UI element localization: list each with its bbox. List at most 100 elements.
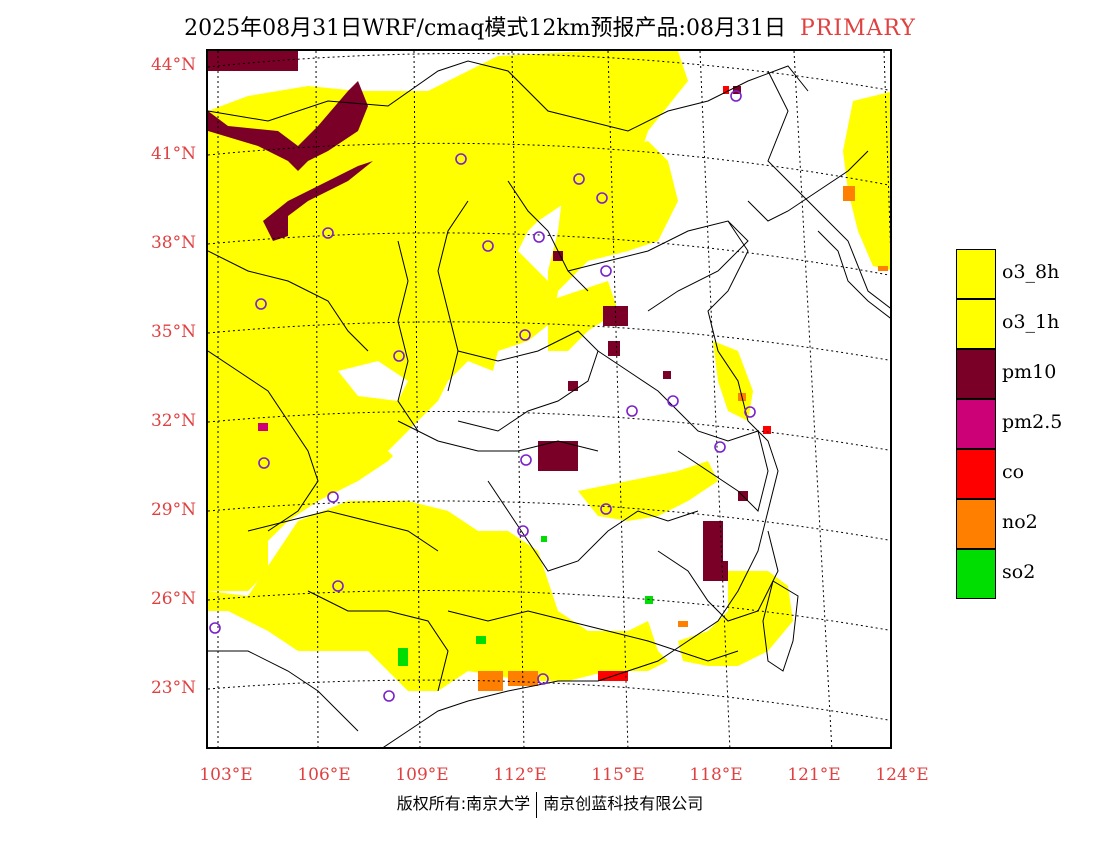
lon-label-124: 124°E xyxy=(875,765,929,785)
site-marker xyxy=(596,192,608,204)
so2-patch-hunan xyxy=(541,536,547,542)
co-patch-liaoning xyxy=(723,86,729,94)
parallel-44 xyxy=(208,53,890,91)
clear-region-sichuan xyxy=(388,381,538,471)
legend-item-pm10: pm10 xyxy=(956,349,1076,399)
no2-patch-pearl-river-1 xyxy=(478,671,503,691)
o3-region-shandong-west xyxy=(548,281,618,351)
border-hebei xyxy=(507,180,589,292)
parallel-29 xyxy=(208,500,890,541)
legend-label: o3_8h xyxy=(1002,261,1060,283)
pm10-patch-hebei xyxy=(553,251,563,261)
map-frame xyxy=(206,49,892,749)
province-borders xyxy=(208,60,890,747)
site-marker xyxy=(714,441,726,453)
border-guangdong xyxy=(447,610,739,662)
site-marker xyxy=(517,525,529,537)
parallel-38 xyxy=(208,232,890,276)
legend-swatch xyxy=(956,449,996,499)
site-marker xyxy=(455,153,467,165)
legend-label: o3_1h xyxy=(1002,311,1060,333)
border-fujian xyxy=(657,530,779,622)
site-marker xyxy=(667,395,679,407)
border-guangxi xyxy=(307,590,449,692)
lat-label-38: 38°N xyxy=(150,233,196,253)
border-shanxi xyxy=(437,200,469,392)
lat-label-41: 41°N xyxy=(150,144,196,164)
site-marker xyxy=(393,350,405,362)
legend-swatch xyxy=(956,549,996,599)
legend: o3_8h o3_1h pm10 pm2.5 co no2 so2 xyxy=(956,249,1076,599)
parallel-26 xyxy=(208,590,890,631)
parallel-41 xyxy=(208,142,890,186)
legend-swatch xyxy=(956,249,996,299)
border-taiwan xyxy=(762,580,799,672)
pm25-layer xyxy=(258,423,268,431)
site-marker xyxy=(533,231,545,243)
site-marker xyxy=(327,491,339,503)
lon-label-112: 112°E xyxy=(493,765,547,785)
pm10-patch-lianyungang xyxy=(568,381,578,391)
so2-patch-guangxi xyxy=(398,648,408,666)
border-coast-china xyxy=(383,220,779,747)
legend-swatch xyxy=(956,299,996,349)
o3-region-northeast-coast xyxy=(843,91,890,271)
pm10-patch-gobi xyxy=(263,161,373,241)
legend-label: co xyxy=(1002,461,1025,483)
parallel-32 xyxy=(208,410,890,451)
legend-item-co: co xyxy=(956,449,1076,499)
pm10-patch-jiangsu xyxy=(663,371,671,379)
site-marker xyxy=(258,457,270,469)
site-marker xyxy=(482,240,494,252)
lon-label-109: 109°E xyxy=(395,765,449,785)
border-northeast xyxy=(767,70,890,309)
legend-item-so2: so2 xyxy=(956,549,1076,599)
legend-label: pm10 xyxy=(1002,361,1057,383)
parallel-35 xyxy=(208,321,890,361)
lon-label-118: 118°E xyxy=(689,765,743,785)
pm10-patch-jiangxi xyxy=(713,561,728,581)
meridian-112 xyxy=(511,51,525,747)
legend-item-pm25: pm2.5 xyxy=(956,399,1076,449)
clear-region-guangxi-coast xyxy=(389,691,678,747)
pm25-patch-sichuan xyxy=(258,423,268,431)
lat-label-23: 23°N xyxy=(150,678,196,698)
legend-swatch xyxy=(956,499,996,549)
site-marker xyxy=(322,227,334,239)
copyright-divider xyxy=(536,791,538,818)
lat-label-35: 35°N xyxy=(150,322,196,342)
border-shaanxi xyxy=(397,240,419,432)
border-jiangsu-anhui xyxy=(597,350,759,442)
no2-patch-fujian xyxy=(678,621,688,627)
meridian-106 xyxy=(315,51,319,747)
site-marker xyxy=(519,329,531,341)
site-marker xyxy=(520,454,532,466)
so2-patch-jiangxi xyxy=(645,596,653,604)
legend-label: pm2.5 xyxy=(1002,411,1063,433)
o3-region-southcentral xyxy=(578,461,718,521)
legend-label: so2 xyxy=(1002,561,1036,583)
so2-layer xyxy=(398,536,653,666)
pollutant-map xyxy=(208,51,890,747)
lon-label-115: 115°E xyxy=(591,765,645,785)
pm10-patch-inner-mongolia xyxy=(208,81,368,171)
graticule xyxy=(208,51,890,747)
o3-region-south xyxy=(208,501,668,691)
legend-item-o3-8h: o3_8h xyxy=(956,249,1076,299)
clear-region-ordos xyxy=(338,361,408,401)
site-marker xyxy=(209,622,221,634)
lat-label-29: 29°N xyxy=(150,500,196,520)
site-marker xyxy=(332,580,344,592)
pm10-patch-henan xyxy=(538,441,578,471)
no2-patch-pearl-river-2 xyxy=(508,671,538,686)
legend-item-o3-1h: o3_1h xyxy=(956,299,1076,349)
meridian-109 xyxy=(413,51,421,747)
border-henan xyxy=(457,330,599,432)
clear-region-yunnan xyxy=(208,651,348,747)
lat-label-32: 32°N xyxy=(150,411,196,431)
no2-patch-korea xyxy=(878,266,888,271)
parallel-23 xyxy=(208,679,890,721)
meridian-115 xyxy=(607,51,629,747)
title-tag: PRIMARY xyxy=(799,16,916,41)
pm10-patch-northeast xyxy=(733,86,741,94)
